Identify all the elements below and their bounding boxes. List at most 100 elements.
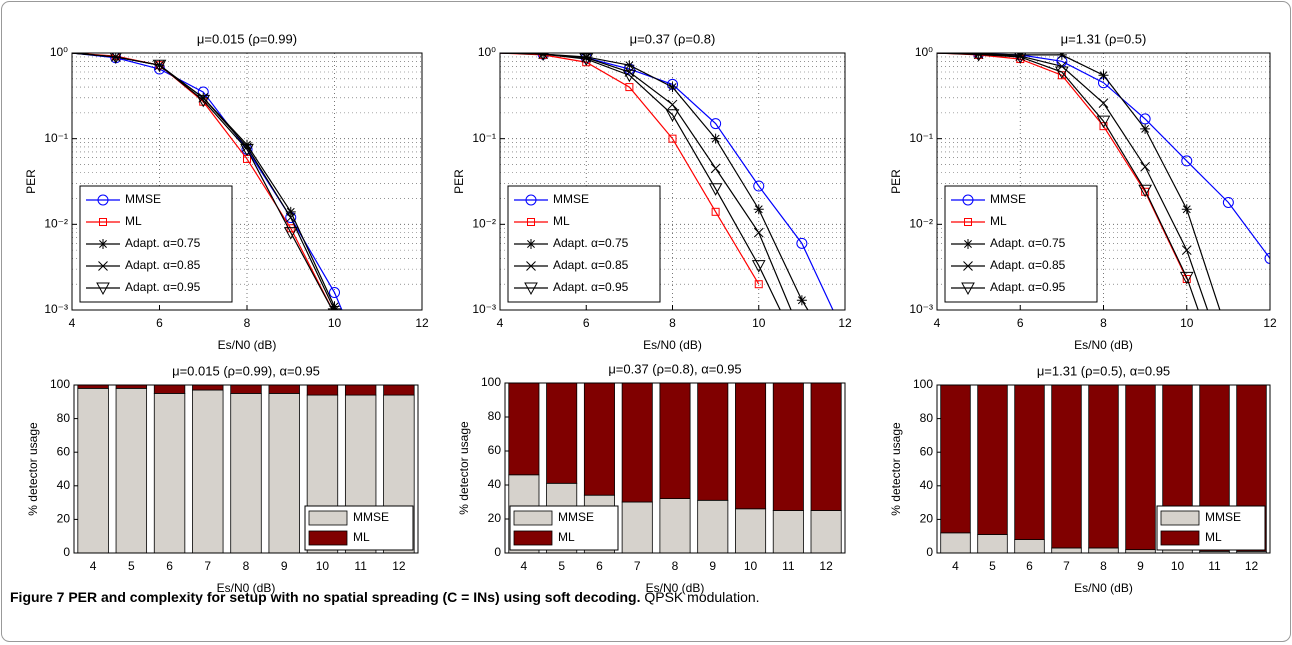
plot-frame (504, 382, 846, 554)
marker (711, 207, 720, 216)
x-tick-label: 4 (521, 559, 528, 573)
marker (1223, 331, 1233, 341)
marker (1015, 53, 1026, 60)
series-line (500, 53, 781, 310)
marker (579, 53, 594, 67)
marker (1140, 161, 1150, 172)
y-tick-label: 60 (57, 444, 71, 458)
y-tick-label: 20 (57, 512, 71, 526)
legend-swatch (513, 530, 553, 546)
bar-segment (268, 384, 300, 394)
marker (963, 261, 973, 271)
bar-segment (1125, 384, 1156, 551)
legend-label: ML (553, 214, 570, 228)
marker (1181, 245, 1192, 255)
y-tick-label: 20 (920, 512, 934, 526)
legend-swatch (513, 510, 553, 526)
x-tick-label: 8 (1100, 559, 1107, 573)
marker (1096, 115, 1111, 129)
marker (796, 295, 807, 306)
legend-label: ML (558, 530, 575, 544)
marker (625, 83, 634, 92)
marker (99, 218, 107, 226)
x-tick-label: 5 (128, 559, 135, 573)
marker (753, 204, 764, 215)
caption-bold: Figure 7 PER and complexity for setup wi… (10, 589, 641, 605)
y-tick-label: 0 (494, 545, 501, 559)
bar-segment (1051, 384, 1082, 549)
bar-segment (977, 534, 1008, 554)
x-tick-label: 6 (583, 316, 590, 330)
marker (840, 365, 850, 375)
bar-segment (940, 532, 971, 554)
x-tick-label: 11 (354, 559, 367, 573)
marker (538, 53, 548, 62)
x-tick-label: 6 (166, 559, 173, 573)
bar-segment (621, 501, 653, 554)
marker (667, 99, 678, 110)
bar-segment (735, 382, 767, 510)
bar-segment (153, 384, 186, 394)
bar-segment (230, 384, 262, 394)
bar-segment (306, 384, 339, 396)
marker (581, 53, 592, 62)
y-tick-label: 100 (913, 377, 933, 391)
x-axis-label: Es/N0 (dB) (646, 581, 705, 595)
marker (1014, 53, 1027, 64)
x-tick-label: 4 (952, 559, 959, 573)
marker (98, 239, 108, 249)
marker (964, 218, 972, 226)
y-tick-label: 80 (57, 411, 71, 425)
series-line (72, 53, 334, 310)
caption: Figure 7 PER and complexity for setup wi… (10, 589, 760, 605)
marker (665, 109, 680, 122)
bar-segment (268, 392, 300, 554)
y-tick-label: 60 (920, 444, 934, 458)
y-tick-label: 10⁻¹ (472, 131, 496, 145)
y-tick-label: 20 (488, 511, 502, 525)
marker (753, 227, 764, 238)
x-tick-label: 10 (744, 559, 758, 573)
x-tick-label: 10 (316, 559, 330, 573)
x-axis-label: Es/N0 (dB) (217, 581, 276, 595)
legend-label: Adapt. α=0.75 (125, 236, 201, 250)
x-tick-label: 4 (90, 559, 97, 573)
x-tick-label: 5 (989, 559, 996, 573)
y-tick-label: 40 (920, 478, 934, 492)
marker (1179, 271, 1194, 285)
y-tick-label: 10⁻² (909, 217, 933, 231)
marker (1057, 61, 1067, 72)
bar-segment (810, 382, 842, 511)
bar-segment (772, 510, 804, 554)
marker (283, 227, 298, 240)
marker (329, 301, 340, 310)
bar-segment (659, 382, 691, 499)
y-tick-label: 10⁰ (478, 45, 496, 59)
y-tick-label: 10⁻¹ (44, 131, 68, 145)
x-axis-label: Es/N0 (dB) (1074, 581, 1133, 595)
x-tick-label: 11 (782, 559, 795, 573)
marker (329, 287, 340, 299)
x-tick-label: 8 (672, 559, 679, 573)
x-tick-label: 5 (558, 559, 565, 573)
marker (524, 282, 538, 296)
y-tick-label: 10⁻³ (909, 302, 933, 316)
bar-segment (546, 382, 578, 484)
marker (754, 280, 763, 289)
bar-segment (77, 384, 109, 389)
bar-segment (1088, 547, 1119, 554)
chart-title: μ=0.015 (ρ=0.99), α=0.95 (172, 363, 320, 378)
marker (797, 331, 806, 340)
legend-swatch (1160, 530, 1200, 546)
marker (329, 305, 340, 310)
bar-segment (697, 382, 729, 501)
x-tick-label: 10 (1171, 559, 1185, 573)
x-tick-label: 12 (819, 559, 833, 573)
x-tick-label: 10 (752, 316, 766, 330)
y-tick-label: 80 (488, 409, 502, 423)
y-tick-label: 100 (50, 377, 70, 391)
chart-title: μ=1.31 (ρ=0.5), α=0.95 (1037, 363, 1170, 378)
marker (240, 143, 254, 157)
bar-segment (697, 499, 729, 554)
bar-segment (115, 387, 148, 554)
